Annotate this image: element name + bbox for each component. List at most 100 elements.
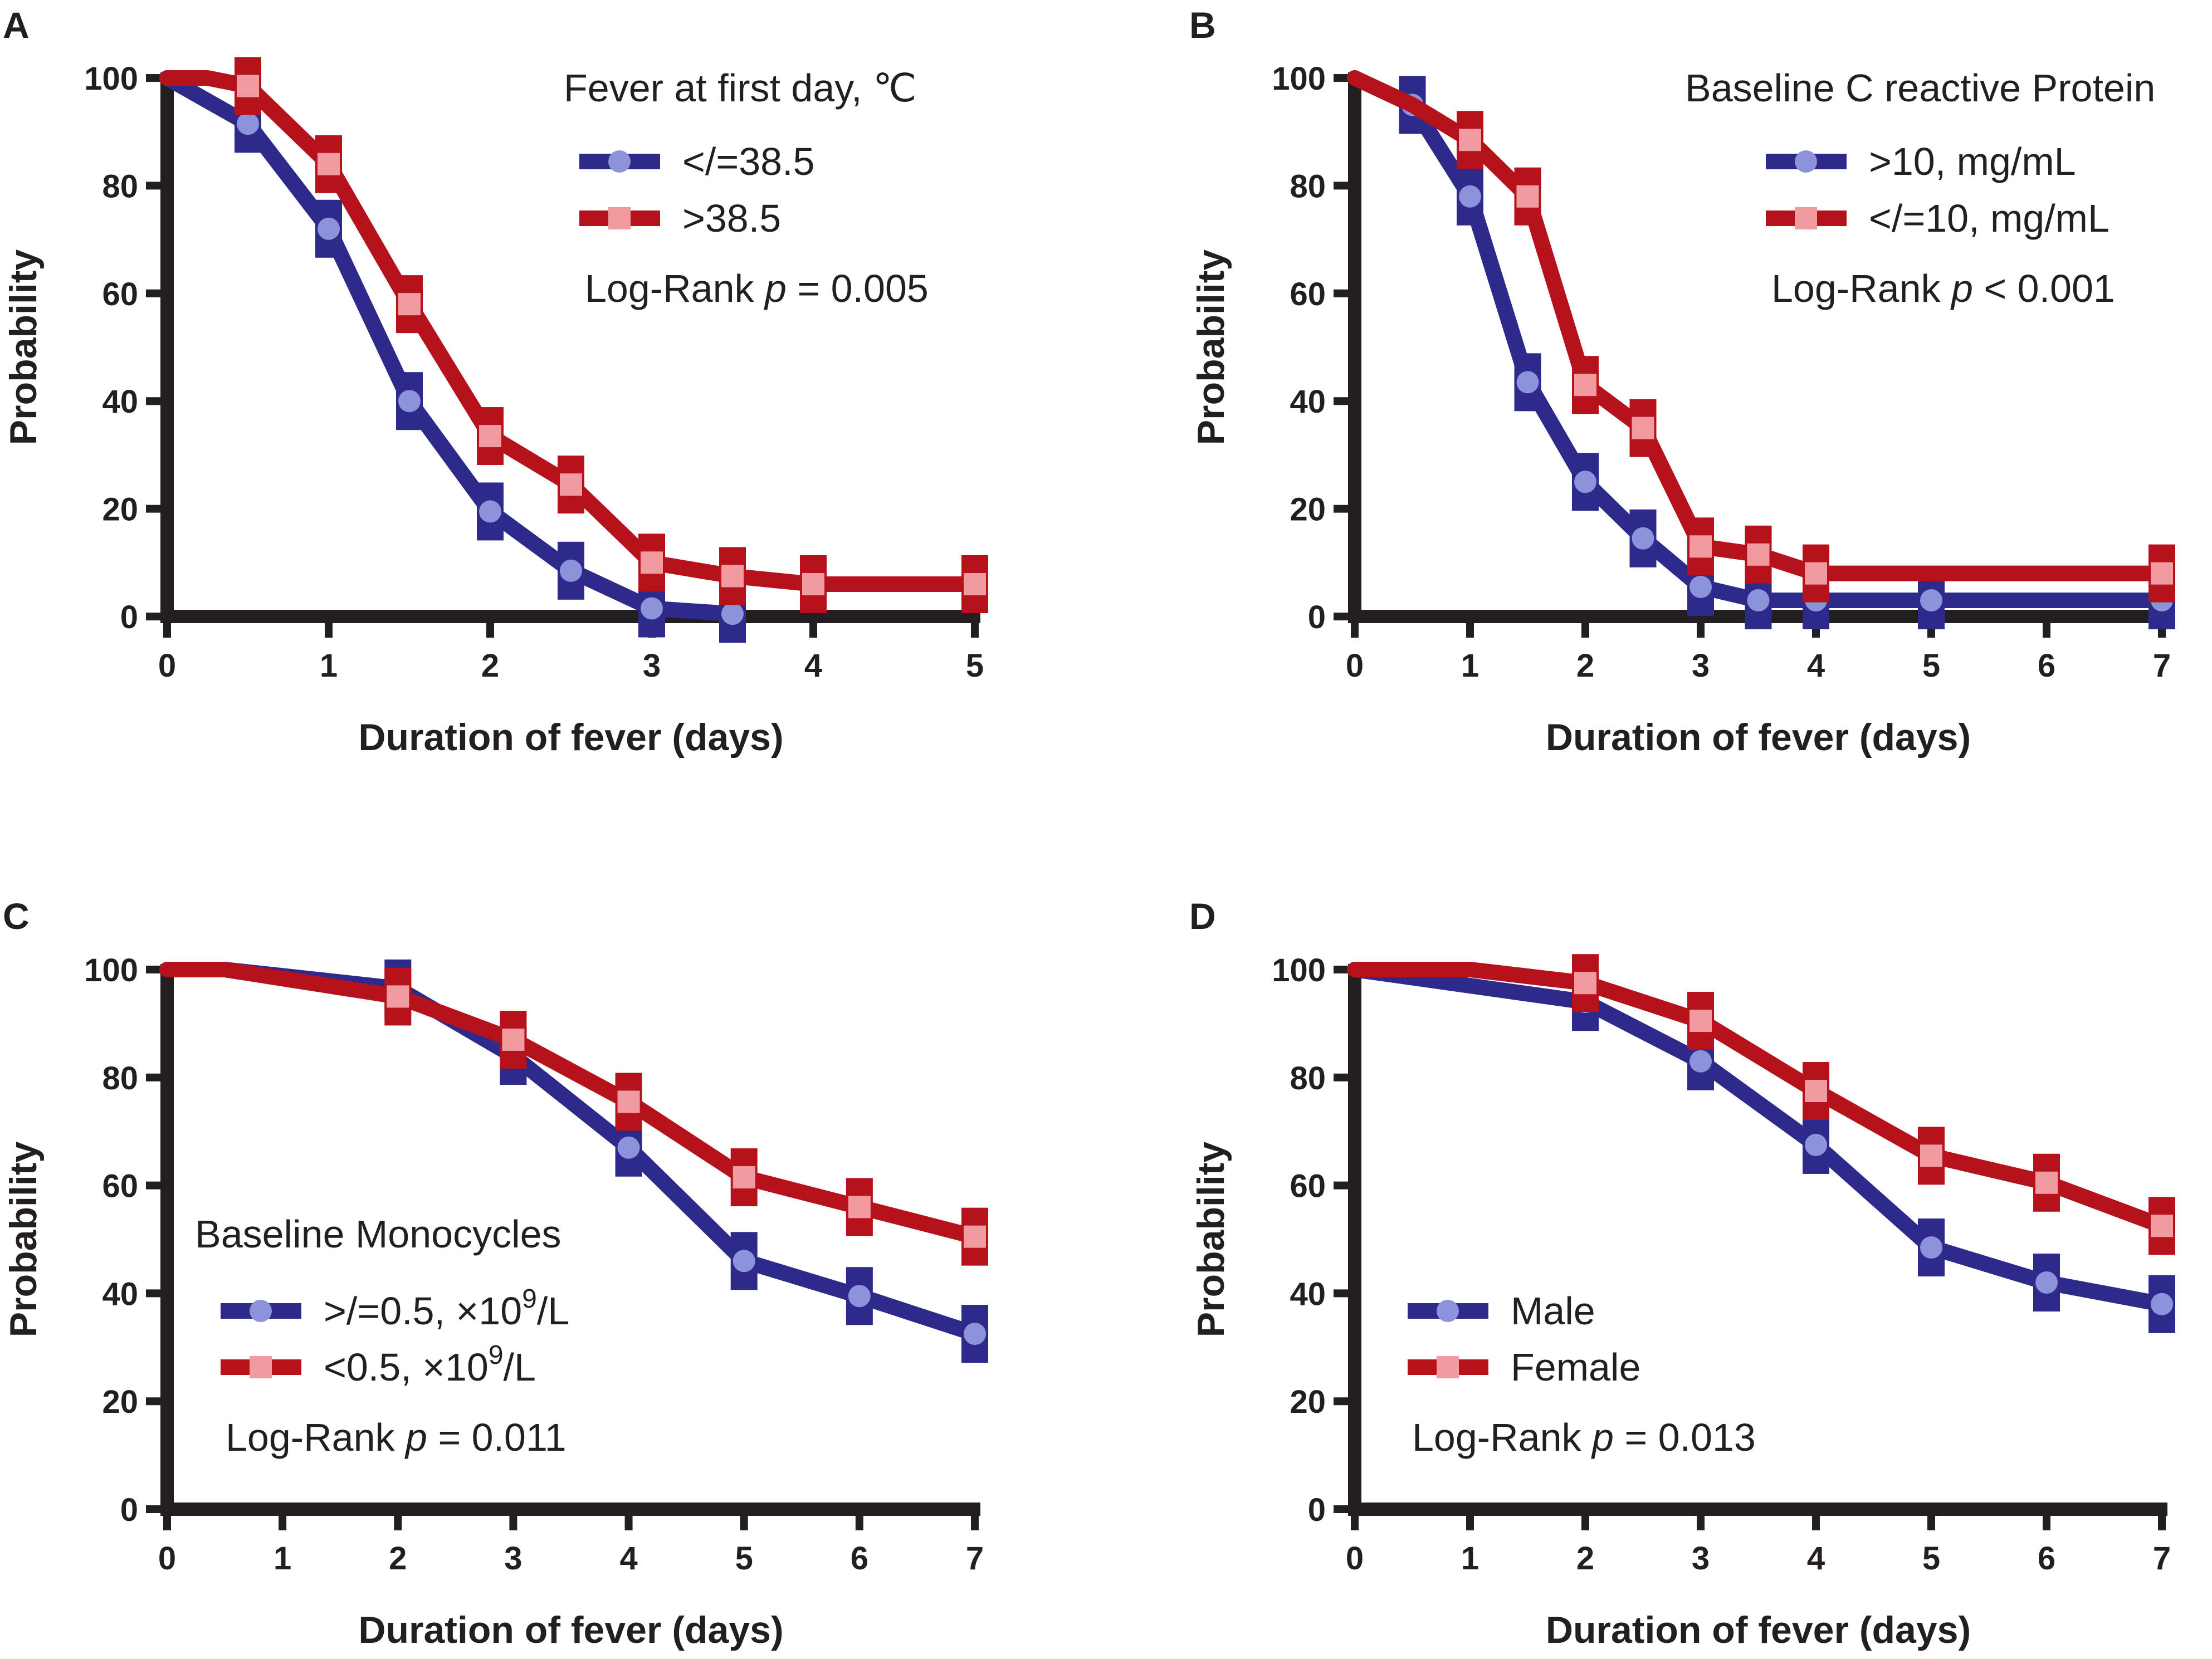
data-point (1805, 562, 1827, 585)
data-point (2035, 1271, 2058, 1294)
legend-label: Female (1511, 1345, 1640, 1389)
series-line (159, 70, 740, 622)
y-tick-label: 20 (102, 1384, 138, 1420)
data-point (617, 1136, 640, 1159)
x-axis-title: Duration of fever (days) (358, 1609, 783, 1651)
data-point (1574, 972, 1596, 995)
data-point (1516, 185, 1539, 208)
y-tick-label: 20 (1290, 492, 1326, 528)
panel-b: B 0 20 40 60 80 100 0 1 2 3 4 5 6 7 Duration of fever (… (1189, 4, 2175, 758)
series-line (159, 962, 983, 1245)
x-tick-label: 3 (1692, 1540, 1710, 1577)
legend-entry: >38.5 (579, 197, 781, 240)
data-point (560, 473, 582, 496)
data-point (1632, 527, 1654, 550)
y-tick-label: 60 (1290, 276, 1326, 312)
legend-entry: </=38.5 (579, 140, 814, 183)
y-tick-label: 40 (102, 1276, 138, 1312)
data-point (1574, 374, 1596, 397)
series-line (1347, 70, 2170, 581)
x-tick-label: 7 (2153, 1540, 2171, 1577)
y-tick-label: 100 (84, 61, 138, 97)
log-rank-prefix: Log-Rank (585, 267, 765, 310)
y-tick-label: 0 (120, 599, 138, 635)
x-tick-label: 7 (2153, 648, 2171, 684)
legend-entry: >/=0.5, ×109/L (221, 1284, 569, 1333)
x-tick-label: 6 (2038, 648, 2055, 684)
data-point (1920, 589, 1942, 611)
panel-d: D 0 20 40 60 80 100 0 1 2 3 4 5 6 7 Duration of fever (… (1189, 895, 2175, 1651)
y-tick-label: 0 (1308, 1492, 1326, 1528)
x-tick-label: 2 (1576, 1540, 1594, 1577)
data-point (560, 559, 582, 582)
y-tick-label: 60 (102, 276, 138, 312)
y-tick-label: 100 (84, 952, 138, 988)
x-tick-label: 1 (320, 648, 338, 684)
legend-marker (608, 150, 631, 173)
data-point (733, 1166, 755, 1189)
legend-label: Male (1511, 1289, 1595, 1333)
legend-label: <0.5, ×109/L (324, 1340, 536, 1389)
y-tick-label: 60 (1290, 1168, 1326, 1205)
log-rank-p: p (1591, 1416, 1614, 1459)
log-rank-prefix: Log-Rank (1771, 267, 1951, 310)
data-point (848, 1196, 871, 1218)
data-point (1689, 1010, 1712, 1032)
y-tick-label: 100 (1272, 952, 1326, 988)
log-rank-prefix: Log-Rank (226, 1416, 406, 1459)
y-axis-title: Probability (1190, 249, 1232, 446)
log-rank-value: = 0.013 (1614, 1416, 1756, 1459)
legend-label: </=38.5 (682, 140, 814, 183)
data-point (1747, 543, 1770, 566)
panel-label: A (3, 4, 30, 46)
data-point (1516, 371, 1539, 394)
x-tick-label: 3 (1692, 648, 1710, 684)
legend-label-unit: /L (537, 1289, 569, 1333)
y-tick-label: 0 (120, 1492, 138, 1528)
y-tick-label: 20 (102, 492, 138, 528)
data-point (2151, 1215, 2173, 1237)
data-point (2151, 1293, 2173, 1315)
y-axis-title: Probability (1190, 1142, 1232, 1338)
panel-label: D (1189, 895, 1216, 937)
series-2 (159, 962, 988, 1266)
legend-label: >/=0.5, ×109/L (324, 1284, 569, 1333)
legend-marker (1795, 207, 1817, 229)
x-tick-label: 5 (735, 1540, 753, 1577)
series-2 (1347, 954, 2175, 1255)
legend-label-superscript: 9 (489, 1340, 504, 1370)
legend-label-unit: /L (504, 1345, 536, 1389)
data-point (848, 1285, 871, 1308)
series-1 (159, 70, 746, 643)
data-point (721, 565, 744, 588)
series-1 (1347, 962, 2175, 1333)
y-tick-label: 0 (1308, 599, 1326, 635)
y-tick-label: 40 (102, 384, 138, 420)
legend-label: </=10, mg/mL (1869, 197, 2110, 240)
x-tick-label: 6 (851, 1540, 868, 1577)
legend-label: >10, mg/mL (1869, 140, 2076, 183)
data-point (964, 572, 986, 595)
data-point (2151, 562, 2173, 585)
data-point (1574, 471, 1596, 493)
series-line (1347, 962, 2170, 1234)
legend-marker (1795, 150, 1817, 173)
x-tick-label: 1 (274, 1540, 291, 1577)
data-point (617, 1090, 640, 1113)
x-tick-label: 2 (481, 648, 499, 684)
legend-entry: Male (1408, 1289, 1595, 1333)
x-tick-label: 4 (1807, 648, 1825, 684)
y-axis-title: Probability (2, 1142, 45, 1338)
x-tick-label: 4 (804, 648, 822, 684)
log-rank-prefix: Log-Rank (1412, 1416, 1592, 1459)
data-point (1747, 589, 1770, 611)
series-1 (159, 959, 988, 1363)
log-rank-annotation: Log-Rank p = 0.013 (1412, 1416, 1756, 1459)
y-tick-label: 40 (1290, 384, 1326, 420)
y-tick-label: 80 (102, 168, 138, 204)
data-point (502, 1028, 525, 1051)
x-tick-label: 3 (643, 648, 661, 684)
data-point (1805, 1080, 1827, 1103)
log-rank-p: p (404, 1416, 427, 1459)
data-point (479, 425, 501, 448)
